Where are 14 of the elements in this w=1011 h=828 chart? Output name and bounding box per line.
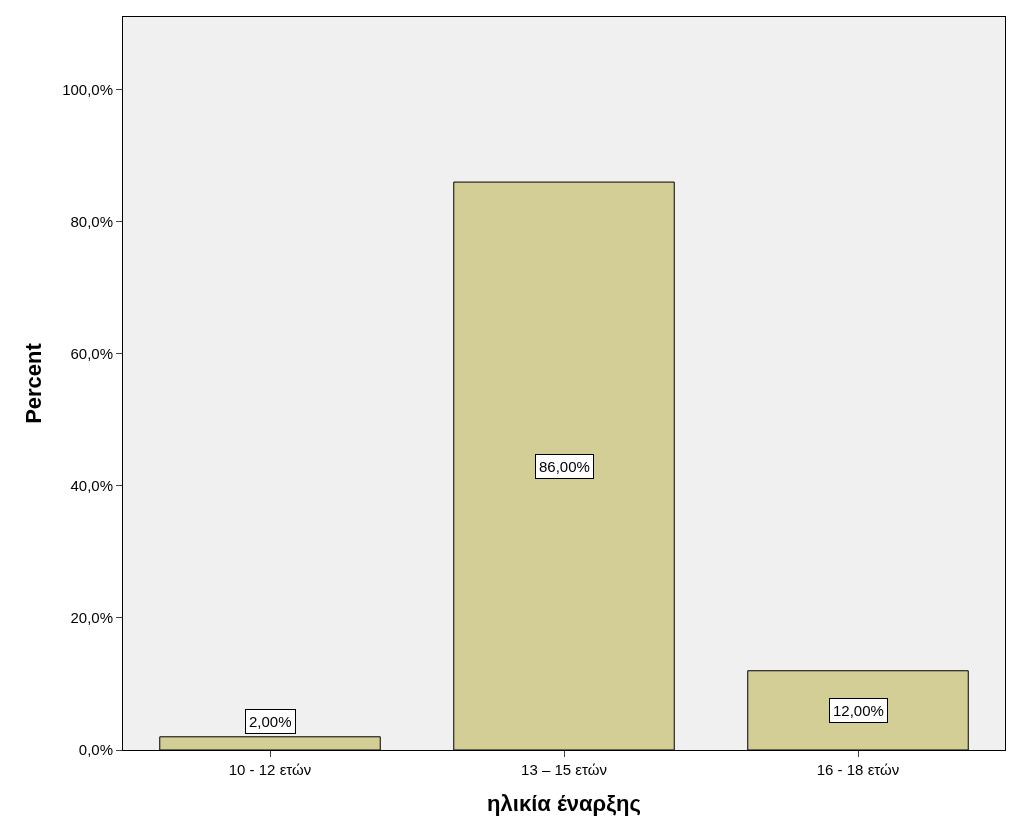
- x-tick-label: 10 - 12 ετών: [228, 761, 312, 778]
- data-label: 2,00%: [249, 713, 292, 730]
- y-tick-label: 100,0%: [62, 80, 113, 98]
- x-axis-title: ηλικία έναρξης: [487, 790, 641, 816]
- y-tick-label: 80,0%: [70, 212, 113, 230]
- y-tick-label: 40,0%: [70, 477, 113, 495]
- data-label: 12,00%: [833, 702, 884, 719]
- y-tick-label: 60,0%: [70, 345, 113, 363]
- y-axis-title: Percent: [20, 342, 46, 424]
- x-tick-label: 13 – 15 ετών: [521, 761, 607, 778]
- x-tick-label: 16 - 18 ετών: [816, 761, 900, 778]
- y-tick-label: 0,0%: [78, 741, 113, 759]
- data-label: 86,00%: [539, 458, 590, 475]
- y-tick-label: 20,0%: [70, 609, 113, 627]
